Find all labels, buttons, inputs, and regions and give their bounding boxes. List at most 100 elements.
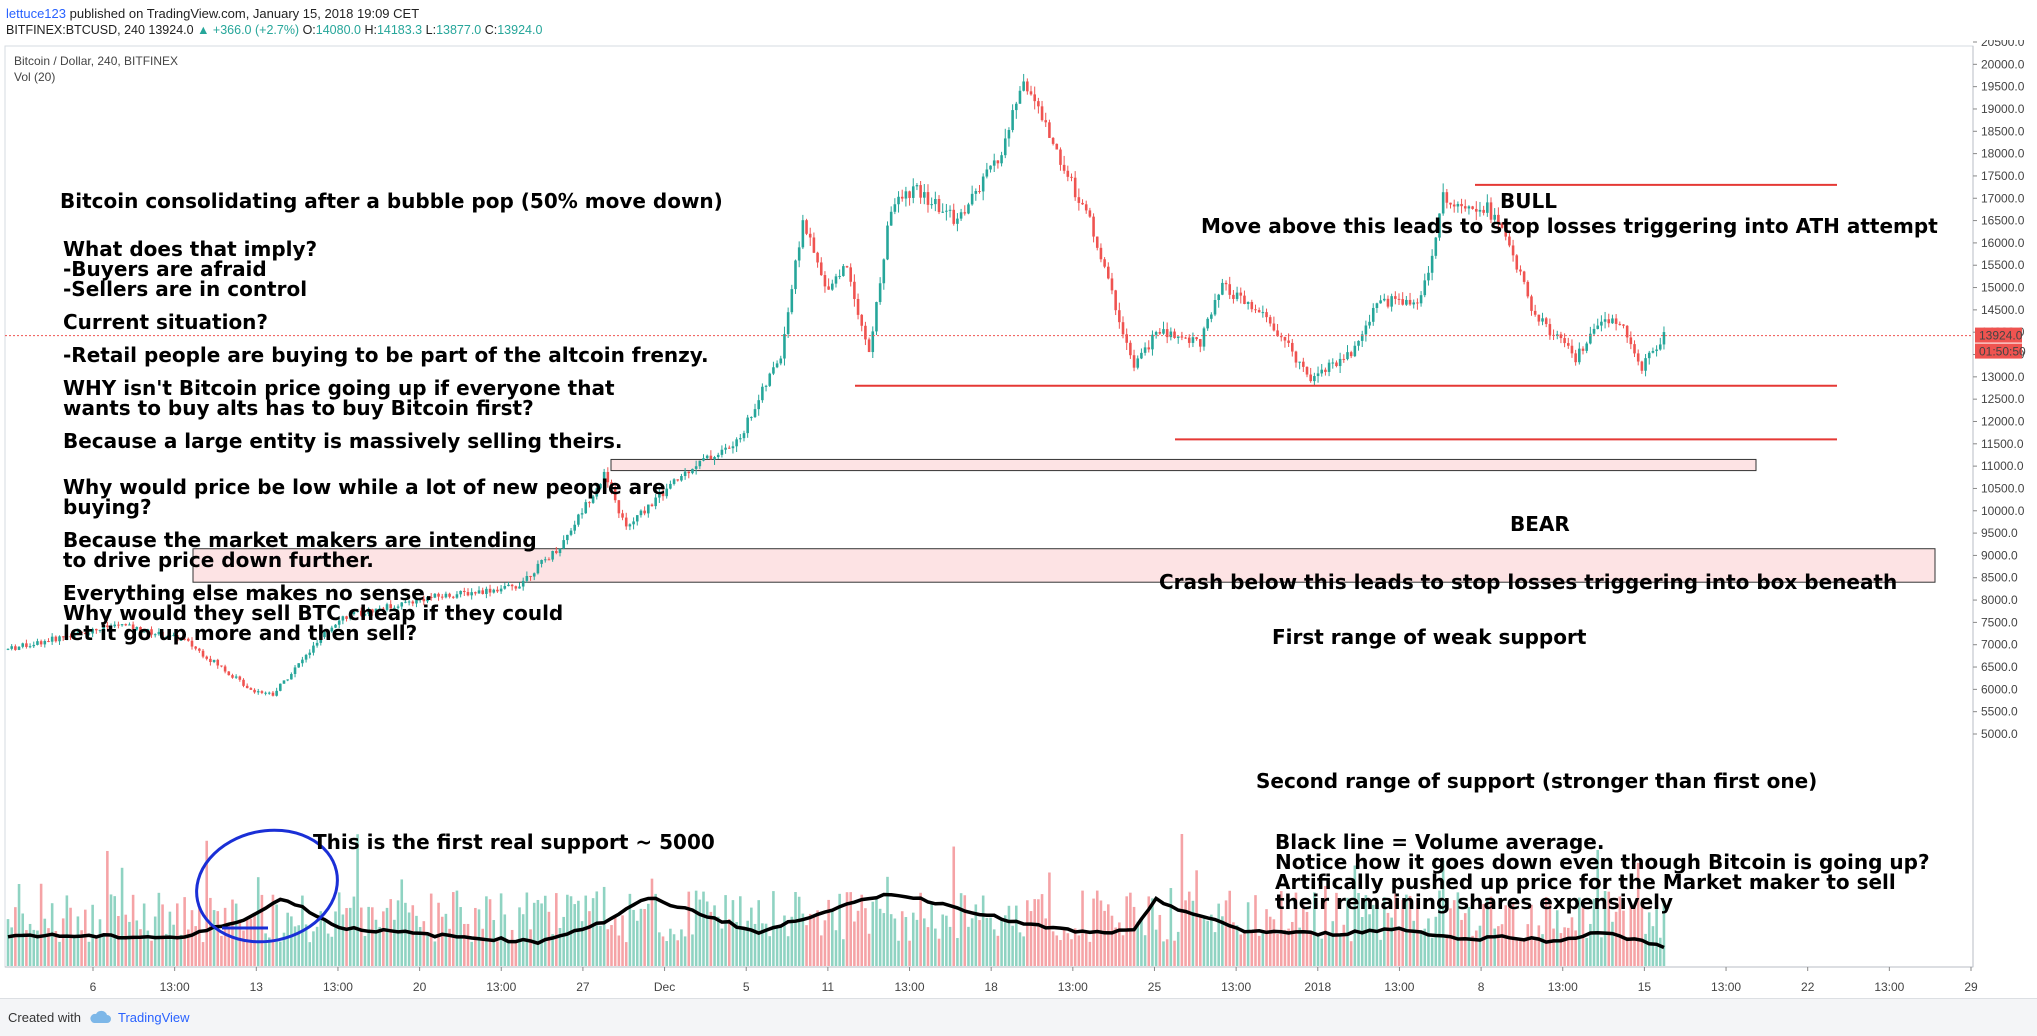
- volume-bar: [363, 936, 367, 966]
- candle-body: [1250, 301, 1254, 310]
- author-link[interactable]: lettuce123: [6, 6, 66, 21]
- volume-bar: [945, 915, 948, 966]
- candle-body: [1434, 237, 1438, 256]
- volume-bar: [21, 913, 25, 966]
- volume-bar: [937, 938, 941, 966]
- candle-body: [315, 642, 319, 646]
- candle-body: [201, 650, 205, 657]
- volume-bar: [1456, 892, 1460, 966]
- volume-bar: [1228, 890, 1232, 966]
- candle-body: [1107, 266, 1110, 279]
- volume-bar: [1221, 916, 1224, 966]
- volume-bar: [963, 895, 967, 966]
- y-tick-label: 16000.0: [1981, 236, 2025, 250]
- chart-area[interactable]: Bitcoin / Dollar, 240, BITFINEX Vol (20)…: [0, 40, 2037, 998]
- candle-body: [216, 659, 220, 666]
- candle-body: [1173, 331, 1176, 338]
- candle-body: [1184, 337, 1187, 339]
- last-price-tag: 13924.0 01:50:50: [1975, 327, 2026, 359]
- candle-body: [198, 648, 201, 651]
- candle-body: [426, 597, 429, 602]
- volume-bar: [1015, 905, 1018, 966]
- candle-body: [385, 604, 389, 610]
- y-tick-label: 11000.0: [1981, 459, 2024, 473]
- candle-body: [1603, 319, 1607, 322]
- support-circle[interactable]: [186, 817, 348, 954]
- candle-body: [1143, 347, 1147, 353]
- volume-bar: [1095, 890, 1099, 966]
- candle-body: [1022, 81, 1025, 91]
- support-boxes: [192, 458, 1936, 583]
- candle-body: [1592, 328, 1596, 334]
- candle-body: [1154, 332, 1158, 335]
- volume-bar: [1077, 935, 1081, 966]
- volume-bar: [1441, 860, 1445, 966]
- volume-bar: [32, 929, 36, 966]
- volume-bar: [1246, 902, 1250, 966]
- volume-bar: [212, 910, 216, 966]
- strong-support-box[interactable]: [192, 548, 1936, 583]
- candle-body: [1423, 280, 1427, 296]
- candle-body: [1533, 310, 1537, 315]
- open-label: O:: [302, 23, 316, 37]
- tradingview-link[interactable]: TradingView: [118, 1010, 190, 1025]
- candle-body: [753, 409, 757, 418]
- volume-bar: [1474, 930, 1478, 966]
- candle-body: [356, 610, 359, 613]
- volume-bar: [1176, 931, 1180, 966]
- candle-body: [363, 613, 367, 616]
- candle-body: [39, 641, 43, 645]
- candle-body: [1125, 334, 1128, 343]
- candle-body: [926, 192, 930, 205]
- volume-bar: [507, 941, 510, 966]
- volume-bar: [1309, 930, 1312, 966]
- candle-body: [1647, 352, 1651, 359]
- volume-bar: [1544, 896, 1548, 966]
- candle-body: [1081, 202, 1084, 205]
- candle-body: [838, 275, 841, 277]
- candle-body: [1246, 301, 1250, 304]
- candle-body: [220, 665, 223, 667]
- candle-body: [264, 692, 267, 694]
- x-tick-label: 13:00: [486, 980, 516, 994]
- candle-body: [352, 612, 356, 615]
- volume-bar: [1022, 936, 1025, 966]
- volume-bar: [444, 913, 448, 966]
- volume-bar: [985, 917, 989, 966]
- volume-bar: [47, 928, 50, 966]
- volume-bar: [831, 909, 834, 966]
- volume-bar: [970, 918, 974, 966]
- candle-body: [209, 658, 212, 663]
- volume-bar: [1210, 914, 1213, 966]
- candle-body: [205, 656, 209, 659]
- candle-body: [407, 601, 411, 603]
- candle-body: [142, 631, 146, 633]
- volume-bar: [1173, 940, 1176, 966]
- volume-bar: [1261, 930, 1265, 966]
- candle-body: [676, 479, 680, 481]
- candle-body: [1088, 210, 1092, 217]
- candle-body: [80, 631, 83, 633]
- volume-bar: [941, 914, 944, 966]
- volume-bar: [1287, 928, 1290, 966]
- candle-body: [382, 608, 385, 610]
- candle-body: [1202, 328, 1206, 347]
- candle-body: [970, 193, 974, 205]
- candle-body: [429, 597, 433, 599]
- volume-bar: [783, 915, 786, 966]
- volume-bar: [382, 911, 385, 966]
- volume-bar: [650, 878, 654, 966]
- weak-support-box[interactable]: [610, 458, 1757, 472]
- volume-bar: [709, 911, 713, 966]
- candle-body: [492, 589, 496, 593]
- candle-body: [1452, 204, 1456, 207]
- candle-body: [1007, 130, 1011, 139]
- volume-bar: [1154, 929, 1158, 966]
- volume-bar: [1217, 903, 1220, 966]
- volume-bar: [1357, 893, 1360, 966]
- volume-bar: [974, 904, 978, 966]
- candle-body: [367, 609, 370, 614]
- volume-bar: [768, 936, 772, 966]
- x-tick-label: 22: [1801, 980, 1815, 994]
- candle-body: [613, 488, 617, 501]
